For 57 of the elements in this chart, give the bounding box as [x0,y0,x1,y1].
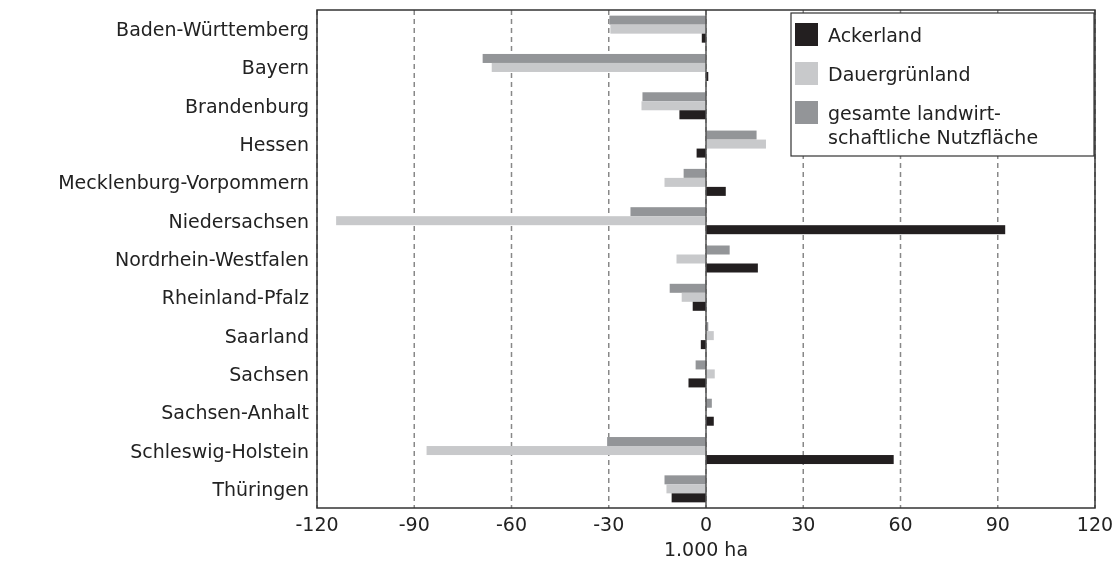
x-tick-label: 120 [1076,513,1112,535]
y-tick-label: Saarland [224,324,309,347]
bar [681,292,706,302]
x-tick-label: -120 [295,513,339,535]
y-tick-label: Sachsen-Anhalt [161,401,309,424]
y-tick-label: Sachsen [229,362,309,385]
bar [607,437,706,447]
bar [664,177,706,187]
bar [609,15,706,25]
y-tick-label: Hessen [239,133,309,156]
bar [336,216,706,226]
x-tick-label: 0 [699,513,713,535]
x-tick-label: 30 [791,513,816,535]
y-tick-label: Rheinland-Pfalz [161,286,310,309]
y-tick-label: Bayern [241,56,309,79]
bar [706,331,714,341]
bar [491,62,706,72]
y-tick-label: Thüringen [211,477,309,500]
y-tick-label: Nordrhein-Westfalen [114,248,309,270]
bar [482,53,706,63]
bar [664,475,706,485]
bar [706,245,730,255]
bar [706,139,766,149]
y-tick-label: Baden-Württemberg [116,18,309,41]
x-tick-label: -60 [495,513,528,535]
bar [641,101,706,111]
bar [676,254,706,264]
x-tick-label: 60 [888,513,913,535]
x-tick-label: 90 [985,513,1010,535]
bar [692,301,706,311]
bar [666,484,706,494]
bar [671,493,706,503]
y-tick-label: Mecklenburg-Vorpommern [58,171,309,194]
legend-label: Ackerland [828,24,922,46]
bar [706,225,1006,235]
bar [706,186,726,196]
bar [679,110,706,120]
legend-label: Dauergrünland [828,63,971,85]
x-tick-label: -30 [593,513,625,535]
bar [669,283,706,293]
x-axis-title: 1.000 ha [663,538,749,560]
y-tick-label: Schleswig-Holstein [130,439,309,462]
x-tick-label: -90 [398,513,430,535]
bar [683,168,706,178]
y-tick-label: Brandenburg [185,94,309,117]
bar [426,446,706,456]
bar [706,416,714,426]
bar [642,92,706,102]
bar [706,263,758,273]
bar [688,378,706,388]
bar [610,24,706,34]
bar [706,130,757,140]
bar [630,207,706,217]
y-tick-label: Niedersachsen [168,209,309,232]
legend-label: gesamte landwirt- schaftliche Nutzfläche [828,102,1039,148]
bar [706,369,715,379]
bar [706,455,894,465]
